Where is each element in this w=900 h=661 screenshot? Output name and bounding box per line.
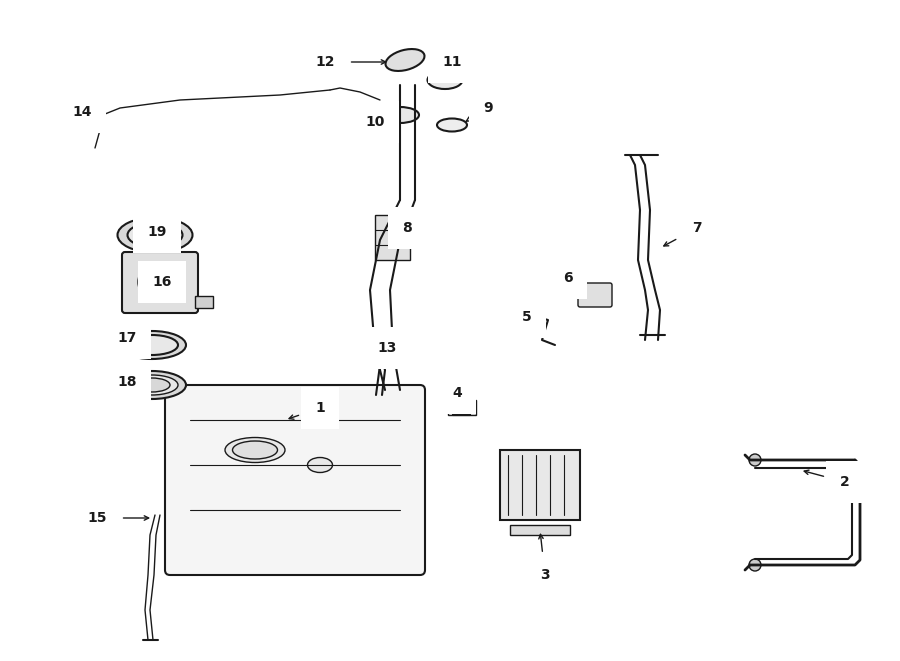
Ellipse shape [381, 107, 419, 123]
Ellipse shape [308, 457, 332, 473]
Ellipse shape [138, 262, 178, 302]
Bar [510, 525, 570, 535]
Bar [448, 400, 476, 415]
Ellipse shape [118, 217, 193, 253]
Ellipse shape [128, 223, 183, 247]
Ellipse shape [134, 378, 170, 392]
Ellipse shape [225, 438, 285, 463]
Ellipse shape [118, 371, 186, 399]
Bar [500, 450, 580, 520]
Circle shape [749, 559, 761, 571]
Text: 18: 18 [117, 375, 137, 389]
FancyBboxPatch shape [165, 385, 425, 575]
Ellipse shape [385, 49, 425, 71]
Ellipse shape [118, 331, 186, 359]
Text: 14: 14 [72, 105, 96, 120]
Text: 10: 10 [365, 115, 391, 129]
Ellipse shape [147, 271, 169, 293]
Text: 13: 13 [377, 341, 397, 364]
Circle shape [749, 454, 761, 466]
Text: 7: 7 [664, 221, 702, 246]
FancyBboxPatch shape [122, 252, 198, 313]
Ellipse shape [232, 441, 277, 459]
Ellipse shape [126, 375, 178, 395]
Text: 19: 19 [148, 225, 166, 239]
Text: 2: 2 [805, 470, 850, 489]
Text: 16: 16 [152, 275, 172, 290]
Ellipse shape [126, 335, 178, 355]
Text: 3: 3 [539, 534, 550, 582]
Text: 11: 11 [442, 55, 462, 76]
Text: 15: 15 [87, 511, 148, 525]
Ellipse shape [437, 118, 467, 132]
FancyBboxPatch shape [578, 283, 612, 307]
Text: 12: 12 [315, 55, 386, 69]
Text: 9: 9 [466, 101, 493, 121]
Ellipse shape [428, 71, 463, 89]
Text: 4: 4 [452, 386, 463, 408]
Text: 5: 5 [522, 310, 535, 327]
Text: 6: 6 [563, 271, 581, 285]
Bar [195, 296, 213, 308]
Text: 1: 1 [289, 401, 325, 419]
Polygon shape [375, 215, 410, 260]
Text: 8: 8 [398, 221, 412, 241]
Text: 17: 17 [117, 331, 137, 345]
